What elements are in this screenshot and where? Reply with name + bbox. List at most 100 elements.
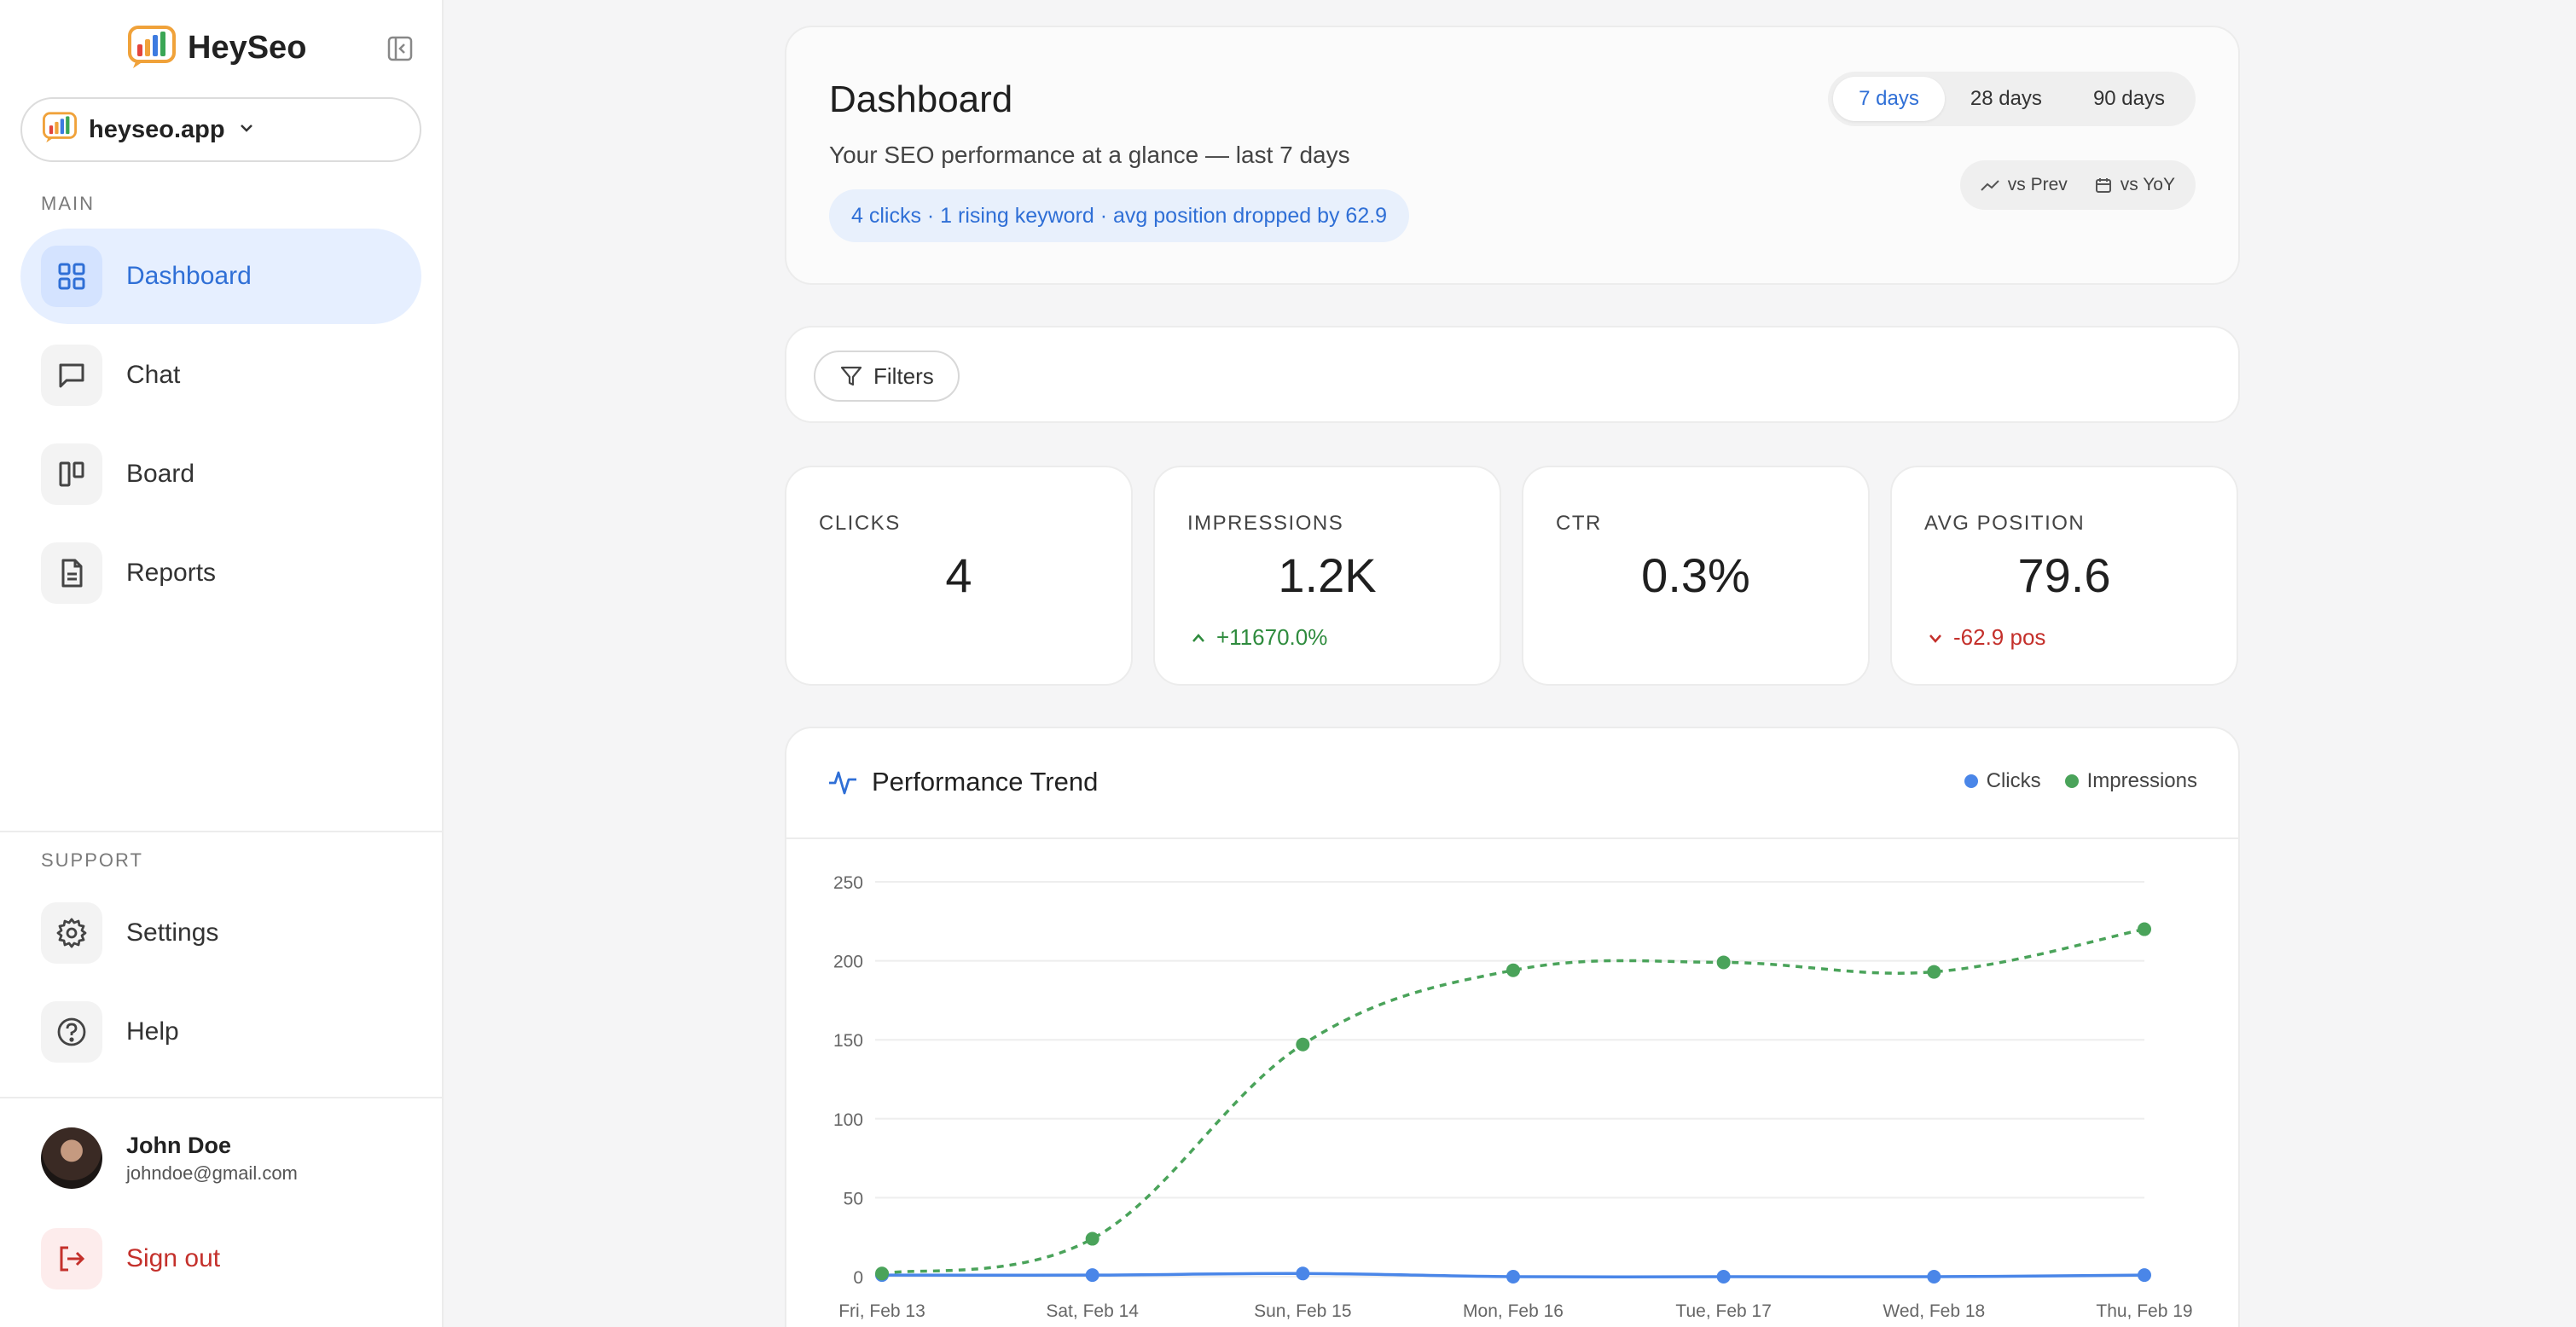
data-point-impressions	[1085, 1231, 1099, 1246]
metric-card-ctr: CTR 0.3%	[1522, 466, 1870, 686]
metric-label: CLICKS	[819, 512, 901, 535]
sidebar-item-board[interactable]: Board	[20, 426, 421, 522]
x-tick-label: Mon, Feb 16	[1463, 1301, 1564, 1321]
sidebar-item-settings[interactable]: Settings	[20, 885, 421, 981]
legend-item-clicks[interactable]: Clicks	[1964, 769, 2041, 793]
filters-bar: Filters	[785, 326, 2240, 423]
y-tick-label: 250	[833, 873, 863, 893]
legend-dot-clicks	[1964, 774, 1978, 788]
trend-line-icon	[1981, 180, 1999, 191]
chevron-down-icon	[237, 119, 256, 142]
document-icon	[41, 542, 102, 604]
brand-name: HeySeo	[188, 29, 307, 66]
chevron-up-icon	[1192, 633, 1204, 642]
chevron-down-icon	[1929, 634, 1941, 643]
data-point-impressions	[1296, 1037, 1310, 1052]
sidebar-item-chat[interactable]: Chat	[20, 327, 421, 423]
data-point-clicks	[1296, 1266, 1310, 1281]
main-section-label: MAIN	[41, 193, 95, 214]
sidebar-item-reports[interactable]: Reports	[20, 525, 421, 621]
grid-icon	[41, 246, 102, 307]
x-tick-label: Fri, Feb 13	[838, 1301, 925, 1321]
sidebar-item-label: Settings	[126, 918, 219, 947]
avatar	[41, 1127, 102, 1189]
page-title: Dashboard	[829, 78, 1013, 120]
series-line-impressions	[881, 927, 2145, 1276]
compare-yoy-button[interactable]: vs YoY	[2081, 165, 2189, 206]
x-tick-label: Thu, Feb 19	[2096, 1301, 2192, 1321]
sidebar-item-label: Chat	[126, 361, 181, 389]
sidebar-item-label: Dashboard	[126, 262, 252, 290]
data-point-clicks	[1085, 1268, 1099, 1283]
dashboard-header-card: Dashboard Your SEO performance at a glan…	[785, 26, 2240, 285]
user-profile[interactable]: John Doe johndoe@gmail.com	[41, 1127, 298, 1189]
metric-delta-value: -62.9 pos	[1953, 624, 2046, 650]
compare-tabs: vs Prev vs YoY	[1959, 160, 2196, 210]
metric-value: 0.3%	[1641, 548, 1750, 602]
chart-title: Performance Trend	[872, 767, 1099, 797]
sidebar-item-help[interactable]: Help	[20, 984, 421, 1080]
site-logo-icon	[43, 111, 77, 148]
data-point-clicks	[1927, 1270, 1941, 1284]
calendar-icon	[2095, 178, 2111, 193]
sign-out-icon	[41, 1228, 102, 1289]
sidebar-item-label: Help	[126, 1017, 179, 1046]
y-tick-label: 150	[833, 1031, 863, 1051]
legend-label: Impressions	[2086, 769, 2197, 792]
metric-card-avg-position: AVG POSITION 79.6 -62.9 pos	[1890, 466, 2238, 686]
metric-value: 79.6	[2017, 548, 2111, 602]
sidebar-item-label: Reports	[126, 559, 217, 587]
tab-7-days[interactable]: 7 days	[1833, 77, 1945, 121]
chat-bubble-icon	[41, 345, 102, 406]
chart-header-divider	[786, 837, 2238, 839]
sidebar-item-label: Board	[126, 460, 195, 488]
activity-pulse-icon	[829, 771, 856, 795]
summary-badge: 4 clicks · 1 rising keyword · avg positi…	[829, 189, 1410, 242]
data-point-clicks	[2138, 1268, 2151, 1283]
date-range-tabs: 7 days 28 days 90 days	[1828, 72, 2196, 126]
data-point-impressions	[1716, 955, 1731, 970]
y-tick-label: 0	[853, 1268, 863, 1288]
x-tick-label: Wed, Feb 18	[1883, 1301, 1985, 1321]
metric-card-impressions: IMPRESSIONS 1.2K +11670.0%	[1153, 466, 1501, 686]
metric-label: IMPRESSIONS	[1187, 512, 1344, 535]
y-tick-label: 100	[833, 1110, 863, 1130]
user-name: John Doe	[126, 1132, 232, 1158]
metric-label: CTR	[1556, 512, 1602, 535]
gear-icon	[41, 902, 102, 964]
x-tick-label: Sat, Feb 14	[1046, 1301, 1139, 1321]
x-tick-label: Tue, Feb 17	[1675, 1301, 1771, 1321]
site-selector[interactable]: heyseo.app	[20, 97, 421, 162]
x-tick-label: Sun, Feb 15	[1254, 1301, 1351, 1321]
legend-item-impressions[interactable]: Impressions	[2064, 769, 2197, 793]
sidebar-divider	[0, 831, 442, 832]
board-columns-icon	[41, 443, 102, 505]
data-point-impressions	[2138, 922, 2151, 936]
metric-delta: -62.9 pos	[1928, 624, 2045, 651]
performance-trend-card: Performance Trend Clicks Impressions 0 50…	[785, 727, 2240, 1327]
brand[interactable]: HeySeo	[128, 24, 306, 72]
sidebar-item-dashboard[interactable]: Dashboard	[20, 229, 421, 324]
user-email: johndoe@gmail.com	[126, 1162, 298, 1184]
sign-out-button[interactable]: Sign out	[20, 1211, 421, 1307]
metric-card-clicks: CLICKS 4	[785, 466, 1133, 686]
compare-yoy-label: vs YoY	[2120, 175, 2175, 194]
y-tick-label: 200	[833, 953, 863, 972]
support-section-label: SUPPORT	[41, 849, 143, 871]
sidebar-divider	[0, 1097, 442, 1098]
tab-28-days[interactable]: 28 days	[1970, 87, 2042, 110]
tab-90-days[interactable]: 90 days	[2092, 87, 2165, 110]
metric-delta-value: +11670.0%	[1216, 624, 1328, 650]
sign-out-label: Sign out	[126, 1244, 221, 1272]
site-name: heyseo.app	[89, 115, 225, 143]
page-subtitle: Your SEO performance at a glance — last …	[829, 142, 1350, 168]
filters-button[interactable]: Filters	[814, 351, 960, 402]
metric-label: AVG POSITION	[1924, 512, 2086, 535]
legend-dot-impressions	[2064, 774, 2079, 788]
collapse-sidebar-button[interactable]	[386, 34, 415, 63]
performance-trend-chart: 0 50 100 150 200 250 Fri, Feb 13 Sat, Feb 14 Sun…	[833, 873, 2193, 1321]
compare-prev-button[interactable]: vs Prev	[1967, 165, 2081, 206]
filter-funnel-icon	[840, 366, 862, 386]
data-point-clicks	[1716, 1270, 1731, 1284]
heyseo-logo-icon	[128, 26, 176, 70]
